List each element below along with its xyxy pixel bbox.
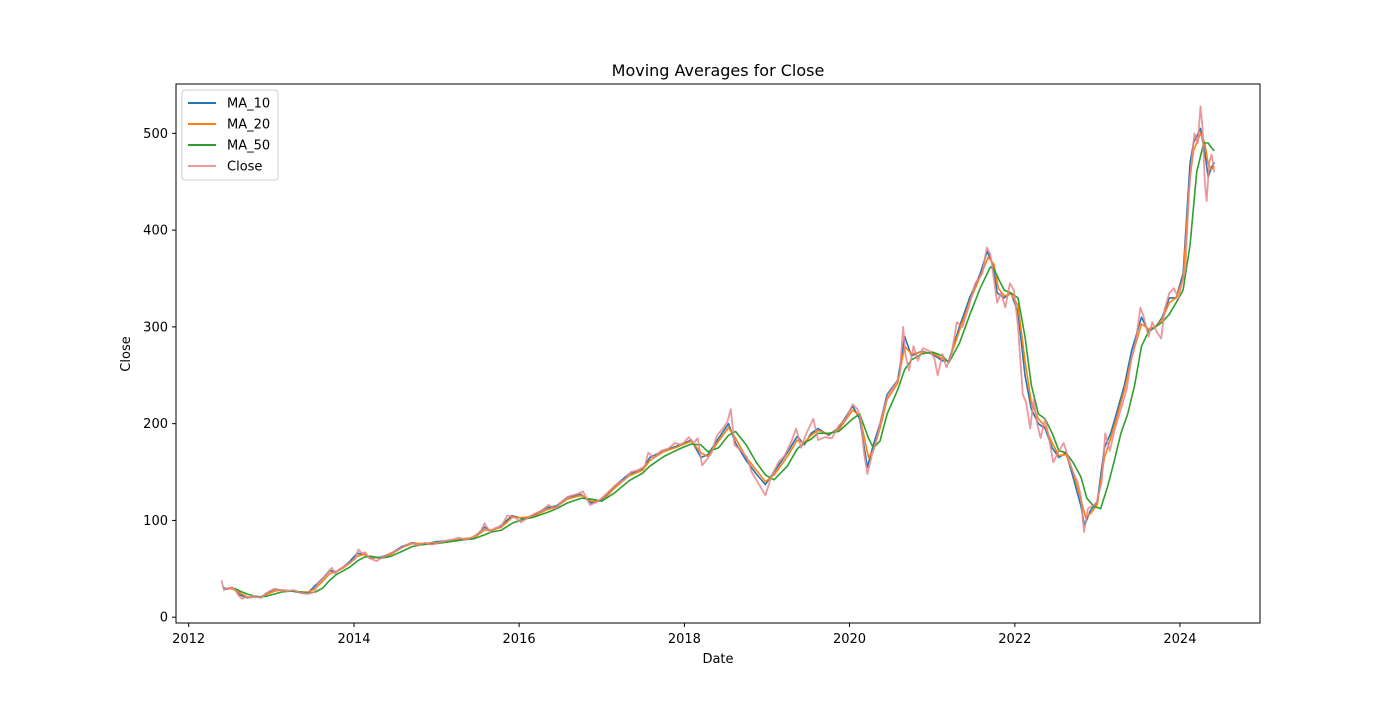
y-tick-label: 500 — [143, 127, 168, 142]
y-tick-label: 300 — [143, 320, 168, 335]
legend-box — [181, 89, 279, 181]
x-axis-ticks: 2012 2014 2016 2018 2020 2022 2024 — [172, 623, 1196, 647]
y-tick-label: 0 — [160, 611, 168, 626]
y-tick-label: 100 — [143, 514, 168, 529]
x-tick-label: 2012 — [172, 632, 205, 647]
plot-frame — [175, 83, 1261, 624]
series-line-close — [220, 105, 1216, 600]
x-tick-label: 2016 — [503, 632, 536, 647]
y-axis-ticks: 0 100 200 300 400 500 — [143, 127, 176, 626]
x-tick-label: 2018 — [668, 632, 701, 647]
y-tick-label: 200 — [143, 417, 168, 432]
series-line-ma-50 — [233, 142, 1215, 598]
series-layer — [220, 105, 1216, 600]
legend-label: Close — [227, 160, 262, 175]
x-tick-label: 2014 — [337, 632, 370, 647]
legend: MA_10 MA_20 MA_50 Close — [181, 89, 279, 181]
x-tick-label: 2024 — [1163, 632, 1196, 647]
legend-label: MA_20 — [227, 118, 270, 133]
x-tick-label: 2022 — [998, 632, 1031, 647]
y-tick-label: 400 — [143, 224, 168, 239]
legend-label: MA_50 — [227, 139, 270, 154]
x-axis-label: Date — [702, 652, 733, 667]
chart-title: Moving Averages for Close — [612, 61, 825, 80]
x-tick-label: 2020 — [833, 632, 866, 647]
legend-label: MA_10 — [227, 97, 270, 112]
y-axis-label: Close — [119, 336, 134, 371]
